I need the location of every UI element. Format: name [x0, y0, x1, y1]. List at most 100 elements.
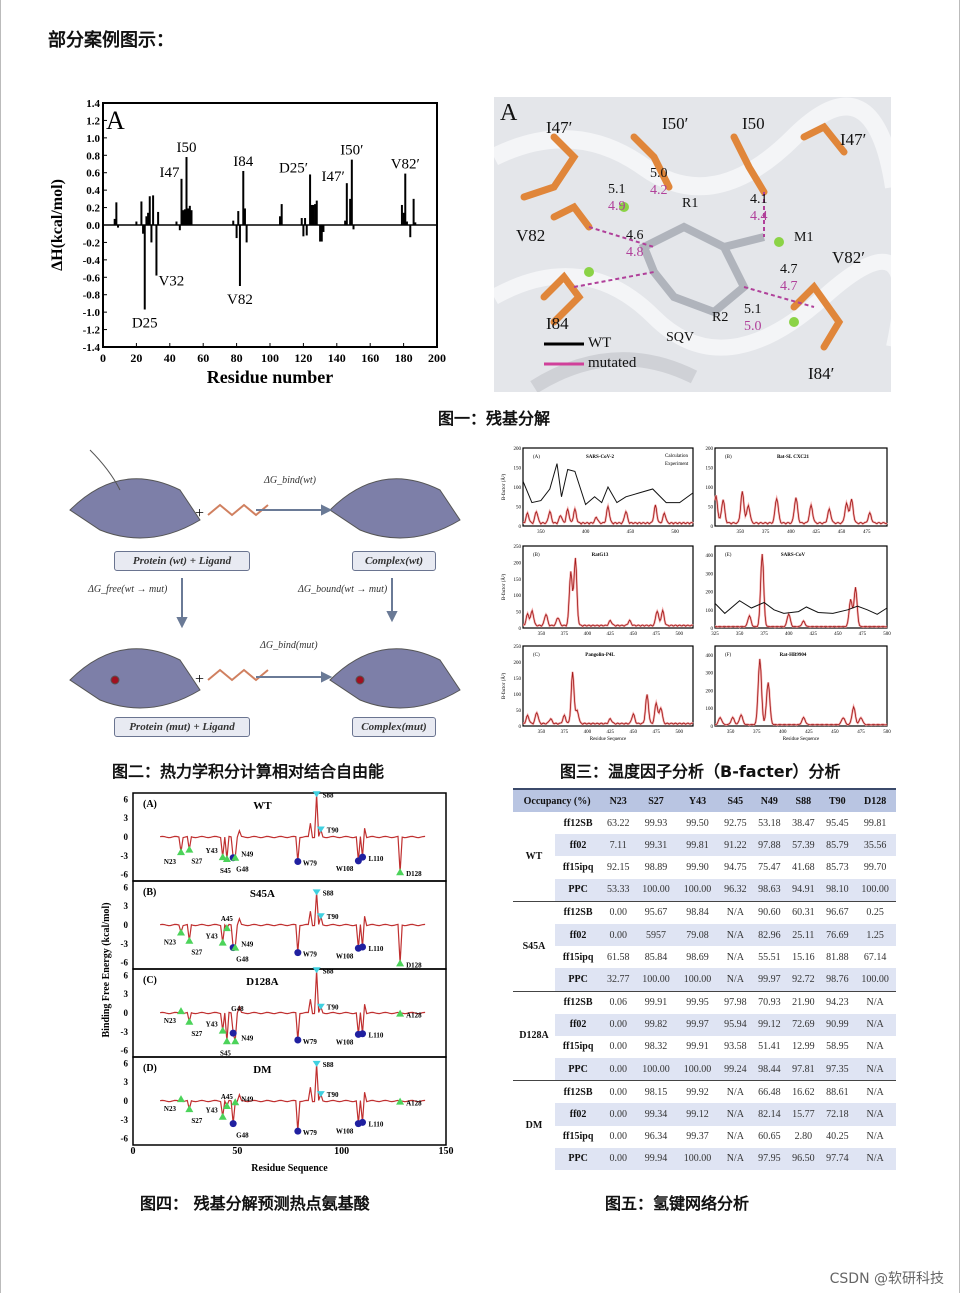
forcefield-label: PPC [555, 1058, 602, 1081]
x-tick-label: 350 [736, 632, 744, 637]
marker-triangle [218, 938, 227, 946]
marker-down-triangle [316, 1003, 325, 1010]
marker-triangle [218, 1112, 227, 1120]
column-header: T90 [820, 788, 855, 812]
peak-label: I47 [159, 165, 179, 181]
box-complex-mut: Complex(mut) [352, 717, 436, 737]
forcefield-label: ff12SB [555, 900, 602, 924]
distance-mutated: 4.4 [750, 209, 768, 224]
x-tick-label: 20 [130, 351, 142, 365]
occupancy-cell: 97.35 [820, 1058, 855, 1081]
residue-label: N49 [241, 941, 254, 949]
peak-label: D25′ [279, 160, 308, 176]
y-tick-label: 0 [124, 832, 129, 842]
occupancy-cell: N/A [854, 1058, 896, 1081]
legend-wt: WT [588, 335, 612, 351]
occupancy-cell: 67.14 [863, 951, 887, 963]
occupancy-cell: 0.06 [601, 990, 636, 1014]
occupancy-cell: N/A [726, 1131, 744, 1143]
marker-down-triangle [312, 967, 321, 974]
occupancy-cell: 94.23 [820, 990, 855, 1014]
y-tick-label: 50 [516, 506, 522, 511]
occupancy-cell: 97.74 [820, 1147, 855, 1170]
occupancy-cell: 96.34 [644, 1131, 668, 1143]
x-tick-label: 400 [779, 730, 787, 735]
x-tick-label: 350 [737, 530, 745, 535]
x-tick-label: 400 [584, 632, 592, 637]
panel-frame [714, 645, 888, 727]
marker-circle [229, 1120, 237, 1128]
occupancy-cell: 90.60 [752, 900, 787, 924]
residue-label: V82′ [832, 248, 865, 267]
y-tick-label: -6 [121, 1134, 129, 1144]
occupancy-cell: 88.61 [820, 1080, 855, 1104]
marker-triangle [231, 943, 240, 951]
residue-label: S27 [191, 1117, 202, 1125]
panel-title: Bat-SL CXC21 [777, 455, 810, 460]
column-header: N23 [601, 788, 636, 812]
y-axis-label: B-factor (Å²) [501, 672, 507, 699]
occupancy-cell: 1.25 [854, 923, 896, 947]
occupancy-cell: 95.94 [718, 1013, 753, 1036]
residue-label: L110 [369, 855, 384, 863]
occupancy-cell: N/A [718, 1103, 753, 1126]
occupancy-cell: 100.00 [635, 968, 677, 991]
distance-wt: 4.6 [626, 228, 644, 243]
peak-label: D25 [132, 316, 158, 332]
y-tick-label: 0 [519, 627, 522, 632]
x-tick-label: 150 [439, 1146, 454, 1157]
y-tick-label: 150 [514, 467, 522, 472]
x-tick-label: 0 [100, 351, 106, 365]
forcefield-label: ff12SB [555, 990, 602, 1014]
x-tick-label: 400 [785, 632, 793, 637]
box-protein-wt-ligand: Protein (wt) + Ligand [114, 551, 250, 571]
calc-line [522, 504, 694, 525]
residue-label: N23 [164, 939, 177, 947]
column-header: Y43 [676, 788, 719, 812]
occupancy-cell: 99.95 [676, 990, 719, 1014]
panel-title: Pangolin-P4L [585, 653, 615, 658]
x-tick-label: 450 [630, 730, 638, 735]
calc-line [523, 557, 694, 627]
occupancy-cell: 72.69 [786, 1013, 821, 1036]
structure-ribbons [494, 97, 891, 392]
occupancy-cell: 0.00 [601, 900, 636, 924]
residue-label: W79 [303, 1129, 318, 1137]
residue-label: I84′ [808, 364, 835, 383]
y-tick-label: 3 [124, 813, 129, 823]
x-tick-label: 180 [395, 351, 413, 365]
occupancy-cell: 97.81 [786, 1058, 821, 1081]
marker-down-triangle [316, 1091, 325, 1098]
x-tick-label: 40 [164, 351, 176, 365]
distance-wt: 5.1 [744, 302, 762, 317]
forcefield-label: ff12SB [563, 817, 593, 829]
y-tick-label: 1.4 [86, 98, 100, 110]
y-tick-label: 0 [711, 525, 714, 530]
occupancy-cell: 40.25 [826, 1131, 849, 1143]
residue-label: A45 [221, 915, 234, 923]
x-tick-label: 200 [428, 351, 446, 365]
residue-label: G48 [236, 866, 249, 874]
occupancy-cell: 15.77 [786, 1103, 821, 1126]
distance-mutated: 4.2 [650, 183, 668, 198]
residue-label: N23 [164, 858, 177, 866]
x-tick-label: 450 [831, 730, 839, 735]
y-tick-label: 6 [124, 1058, 129, 1068]
occupancy-cell: 99.92 [676, 1080, 719, 1104]
forcefield-label: ff02 [555, 834, 602, 857]
occupancy-cell: 99.81 [676, 834, 719, 857]
panel-tag: (D) [143, 1063, 157, 1074]
x-tick-label: 475 [863, 530, 871, 535]
x-tick-label: 425 [805, 730, 813, 735]
occupancy-cell: 96.67 [820, 900, 855, 924]
residue-label: W79 [303, 951, 318, 959]
occupancy-cell: 96.50 [786, 1147, 821, 1170]
caption-fig5: 图五：氢键网络分析 [605, 1194, 750, 1213]
column-header: S27 [635, 788, 677, 812]
occupancy-cell: 94.91 [786, 878, 821, 902]
panel-tag: (C) [143, 975, 157, 986]
x-tick-label: 400 [582, 530, 590, 535]
y-tick-label: -0.8 [83, 290, 101, 302]
occupancy-cell: 5957 [635, 923, 677, 947]
marker-triangle [396, 959, 405, 967]
